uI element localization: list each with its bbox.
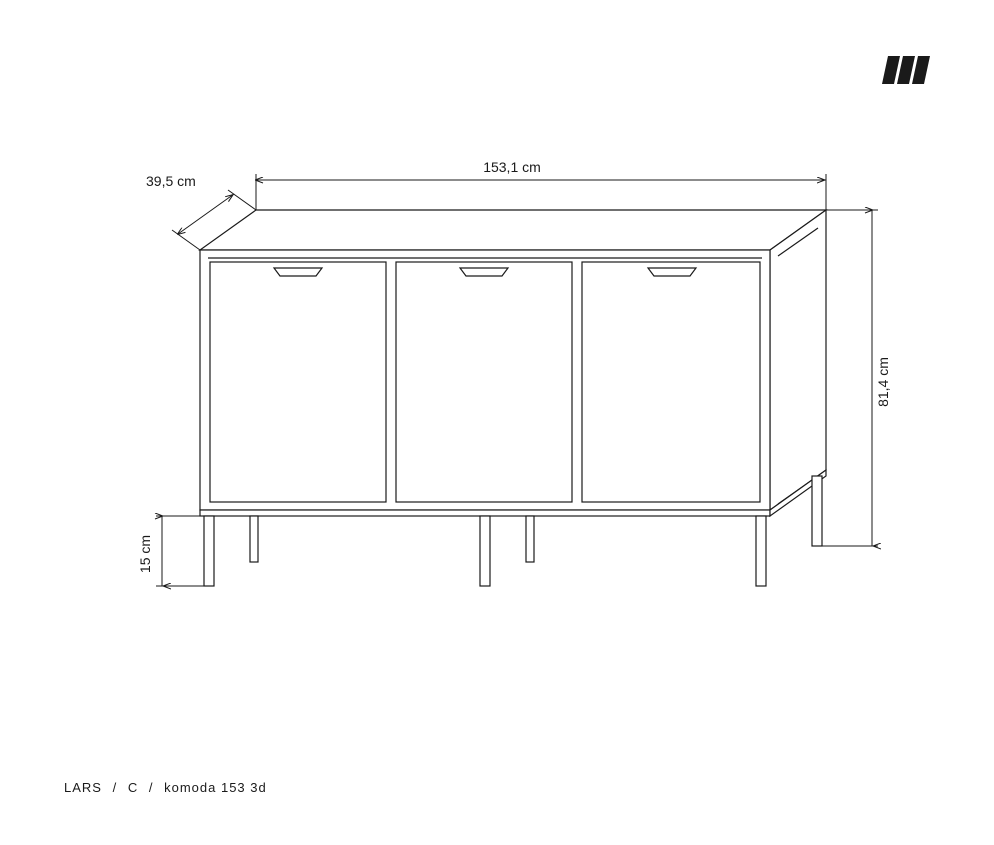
furniture-dimension-diagram: 39,5 cm 153,1 cm 81,4 cm 15 cm <box>60 130 920 650</box>
caption-separator: / <box>149 780 154 795</box>
brand-logo-icon <box>882 56 930 84</box>
caption-name: komoda 153 3d <box>164 780 267 795</box>
product-caption: LARS / C / komoda 153 3d <box>64 780 267 795</box>
width-label: 153,1 cm <box>483 159 541 175</box>
height-label: 81,4 cm <box>875 357 891 407</box>
depth-label: 39,5 cm <box>146 173 196 189</box>
leg-height-label: 15 cm <box>137 535 153 573</box>
caption-brand: LARS <box>64 780 102 795</box>
caption-separator: / <box>113 780 118 795</box>
caption-code: C <box>128 780 138 795</box>
